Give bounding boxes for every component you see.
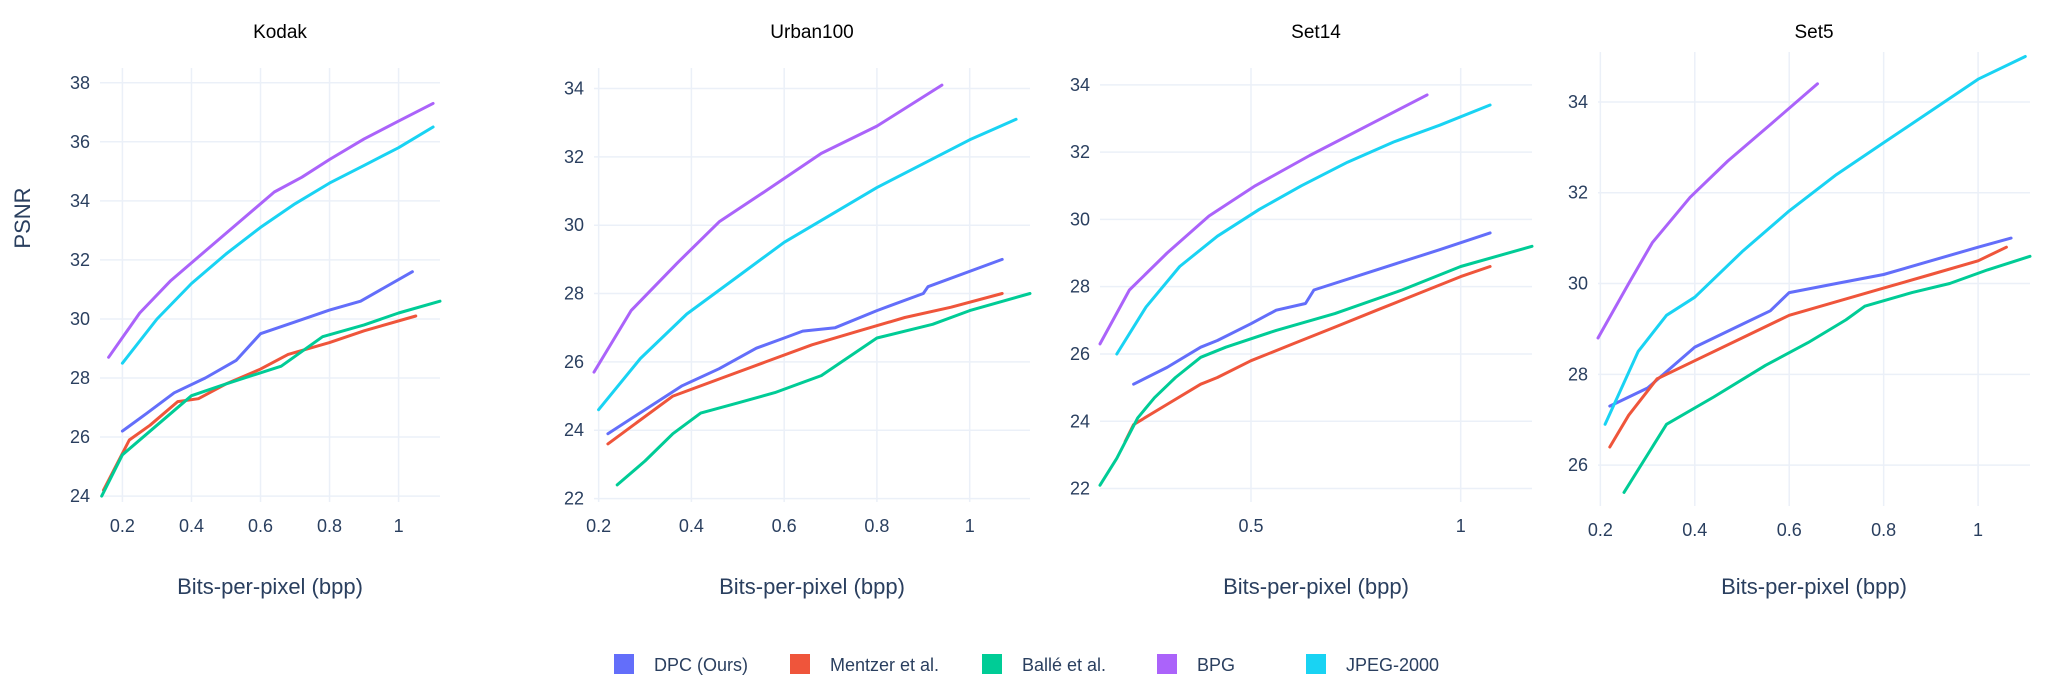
series-line-jpeg-2000 bbox=[1115, 103, 1492, 356]
y-tick-label: 36 bbox=[70, 132, 90, 152]
y-tick-label: 26 bbox=[1568, 455, 1588, 475]
legend-item[interactable]: Mentzer et al. bbox=[790, 654, 939, 675]
x-tick-label: 1 bbox=[965, 516, 975, 536]
y-tick-label: 32 bbox=[1070, 142, 1090, 162]
y-tick-label: 28 bbox=[1070, 277, 1090, 297]
x-tick-label: 1 bbox=[1973, 520, 1983, 540]
legend-item[interactable]: Ballé et al. bbox=[982, 654, 1106, 675]
x-axis-title: Bits-per-pixel (bpp) bbox=[1721, 574, 1907, 599]
y-axis-title: PSNR bbox=[10, 187, 35, 248]
chart-panel-kodak: Kodak 24 26 28 30 32 34 36 38 0.2 0.4 0.6 0.8 1 Bits-p… bbox=[70, 22, 442, 599]
series-line-ball-et-al bbox=[1098, 244, 1534, 487]
chart-panel-urban100: Urban100 22 24 26 28 30 32 34 0.2 0.4 0.6 0.8 1 Bits-… bbox=[564, 22, 1032, 599]
series-line-bpg bbox=[1098, 93, 1429, 346]
chart-title: Set5 bbox=[1794, 22, 1833, 43]
y-tick-label: 32 bbox=[70, 250, 90, 270]
x-tick-label: 0.2 bbox=[586, 516, 611, 536]
y-tick-label: 28 bbox=[70, 368, 90, 388]
y-tick-label: 34 bbox=[70, 191, 90, 211]
legend-item[interactable]: JPEG-2000 bbox=[1306, 654, 1439, 675]
y-tick-label: 34 bbox=[1070, 75, 1090, 95]
x-axis-title: Bits-per-pixel (bpp) bbox=[1223, 574, 1409, 599]
y-tick-label: 28 bbox=[1568, 364, 1588, 384]
chart-panel-set5: Set5 26 28 30 32 34 0.2 0.4 0.6 0.8 1 Bits-per-pixe… bbox=[1568, 22, 2032, 599]
series-line-jpeg-2000 bbox=[597, 117, 1018, 412]
legend-label: Mentzer et al. bbox=[830, 655, 939, 675]
series-line-dpc-ours bbox=[1608, 236, 2013, 408]
y-tick-label: 34 bbox=[564, 79, 584, 99]
chart-title: Kodak bbox=[253, 22, 307, 43]
y-tick-label: 30 bbox=[1568, 274, 1588, 294]
x-axis-title: Bits-per-pixel (bpp) bbox=[177, 574, 363, 599]
y-tick-label: 24 bbox=[564, 420, 584, 440]
legend-label: BPG bbox=[1197, 655, 1235, 675]
series-line-bpg bbox=[107, 101, 435, 359]
chart-panels: Kodak 24 26 28 30 32 34 36 38 0.2 0.4 0.6 0.8 1 Bits-p… bbox=[70, 22, 2032, 599]
legend-item[interactable]: DPC (Ours) bbox=[614, 654, 748, 675]
legend-swatch bbox=[982, 654, 1002, 674]
legend-label: JPEG-2000 bbox=[1346, 655, 1439, 675]
series-line-ball-et-al bbox=[615, 292, 1032, 487]
chart-title: Set14 bbox=[1291, 22, 1341, 43]
y-tick-label: 30 bbox=[564, 215, 584, 235]
series-line-dpc-ours bbox=[1132, 231, 1492, 386]
y-tick-label: 34 bbox=[1568, 92, 1588, 112]
x-tick-label: 0.8 bbox=[864, 516, 889, 536]
series-line-ball-et-al bbox=[1622, 254, 2032, 494]
y-tick-label: 30 bbox=[70, 309, 90, 329]
series-line-mentzer-et-al bbox=[606, 292, 1004, 446]
y-tick-label: 24 bbox=[1070, 411, 1090, 431]
legend-label: DPC (Ours) bbox=[654, 655, 748, 675]
y-tick-label: 38 bbox=[70, 73, 90, 93]
legend-label: Ballé et al. bbox=[1022, 655, 1106, 675]
x-tick-label: 1 bbox=[394, 516, 404, 536]
y-tick-label: 26 bbox=[564, 352, 584, 372]
legend-swatch bbox=[790, 654, 810, 674]
x-axis-title: Bits-per-pixel (bpp) bbox=[719, 574, 905, 599]
series-line-mentzer-et-al bbox=[1123, 265, 1492, 443]
series-line-jpeg-2000 bbox=[1603, 55, 2027, 426]
series-line-dpc-ours bbox=[606, 257, 1004, 436]
x-tick-label: 0.6 bbox=[248, 516, 273, 536]
chart-panel-set14: Set14 22 24 26 28 30 32 34 0.5 1 Bits-per-pixel (b… bbox=[1070, 22, 1534, 599]
series-line-dpc-ours bbox=[120, 270, 414, 433]
series-line-bpg bbox=[592, 83, 944, 374]
series-line-bpg bbox=[1596, 82, 1819, 340]
series-line-mentzer-et-al bbox=[1608, 245, 2008, 449]
x-tick-label: 0.4 bbox=[1682, 520, 1707, 540]
y-tick-label: 30 bbox=[1070, 209, 1090, 229]
series-line-mentzer-et-al bbox=[102, 314, 418, 492]
legend-swatch bbox=[614, 654, 634, 674]
y-tick-label: 24 bbox=[70, 486, 90, 506]
chart-title: Urban100 bbox=[770, 22, 853, 43]
y-tick-label: 26 bbox=[1070, 344, 1090, 364]
x-tick-label: 1 bbox=[1456, 516, 1466, 536]
x-tick-label: 0.8 bbox=[1871, 520, 1896, 540]
legend: DPC (Ours) Mentzer et al. Ballé et al. BPG J… bbox=[614, 654, 1439, 675]
series-line-jpeg-2000 bbox=[120, 125, 435, 365]
x-tick-label: 0.2 bbox=[1588, 520, 1613, 540]
y-tick-label: 32 bbox=[564, 147, 584, 167]
series-line-ball-et-al bbox=[100, 299, 442, 498]
y-tick-label: 32 bbox=[1568, 183, 1588, 203]
legend-swatch bbox=[1157, 654, 1177, 674]
x-tick-label: 0.8 bbox=[317, 516, 342, 536]
legend-item[interactable]: BPG bbox=[1157, 654, 1235, 675]
x-tick-label: 0.4 bbox=[679, 516, 704, 536]
x-tick-label: 0.6 bbox=[1777, 520, 1802, 540]
y-tick-label: 28 bbox=[564, 284, 584, 304]
y-tick-label: 22 bbox=[1070, 479, 1090, 499]
x-tick-label: 0.2 bbox=[110, 516, 135, 536]
y-tick-label: 26 bbox=[70, 427, 90, 447]
y-tick-label: 22 bbox=[564, 489, 584, 509]
x-tick-label: 0.6 bbox=[772, 516, 797, 536]
x-tick-label: 0.4 bbox=[179, 516, 204, 536]
legend-swatch bbox=[1306, 654, 1326, 674]
x-tick-label: 0.5 bbox=[1238, 516, 1263, 536]
